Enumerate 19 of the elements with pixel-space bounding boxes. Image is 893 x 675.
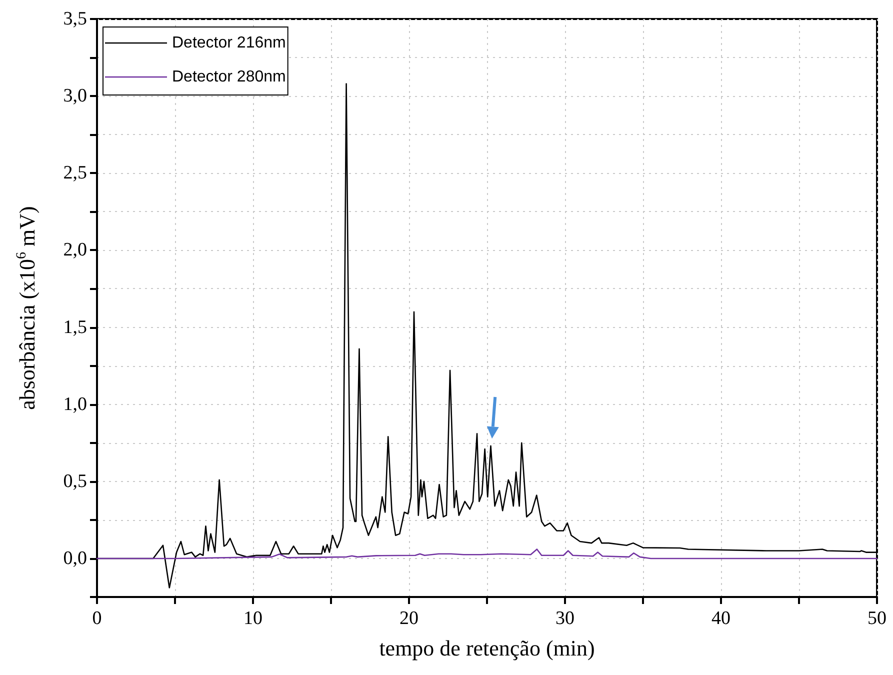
y-tick-label: 3,0	[63, 86, 87, 107]
x-tick-label: 20	[400, 608, 418, 629]
line-series	[96, 548, 878, 560]
y-tick-label: 2,5	[63, 162, 87, 184]
y-axis-title: absorbância (x106 mV)	[14, 206, 40, 410]
y-tick-label: 1,0	[63, 394, 87, 415]
x-tick-label: 40	[712, 608, 730, 629]
x-tick-label: 30	[556, 608, 574, 629]
legend-label: Detector 216nm	[172, 34, 286, 52]
x-axis-title: tempo de retenção (min)	[379, 636, 595, 660]
x-tick-label: 50	[868, 608, 886, 629]
y-tick-label: 3,5	[63, 8, 87, 30]
y-tick-label: 2,0	[63, 240, 87, 261]
y-tick-label: 0,0	[63, 548, 87, 569]
legend-label: Detector 280nm	[172, 68, 286, 86]
y-tick-label: 1,5	[63, 316, 87, 338]
y-tick-label: 0,5	[63, 470, 87, 492]
x-tick-label: 10	[244, 608, 262, 629]
x-tick-label: 0	[92, 608, 102, 629]
